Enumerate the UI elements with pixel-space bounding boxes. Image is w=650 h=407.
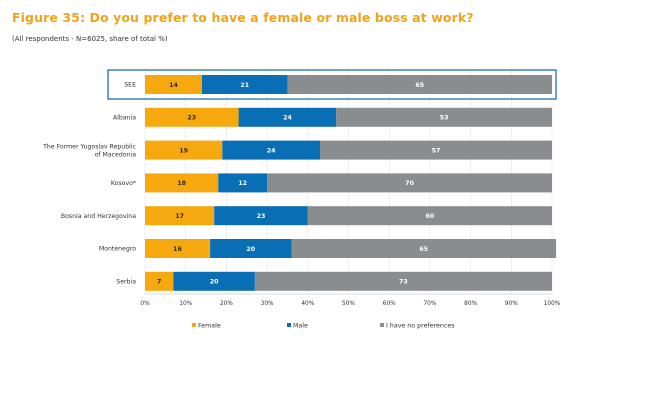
legend-swatch-female [192,323,196,327]
category-label: Kosovo* [111,180,136,187]
bar-segment-male [201,75,288,94]
x-tick-label: 10% [179,301,192,307]
bar-segment-female [145,271,174,291]
bar-segment-female [145,206,215,226]
data-label: 53 [440,115,449,122]
highlight-box [107,69,557,100]
x-tick-label: 70% [423,301,436,307]
bar-segment-no-preference [287,75,552,94]
data-label: 19 [179,147,188,154]
chart-title: Figure 35: Do you prefer to have a femal… [12,10,474,25]
x-tick-label: 40% [301,301,314,307]
data-label: 65 [415,82,424,89]
bar-segment-male [210,239,292,258]
bar-segment-male [173,271,255,291]
category-label: Albania [113,115,136,122]
bar-segment-no-preference [320,140,552,160]
data-label: 17 [175,213,184,220]
category-label: Montenegro [99,246,136,253]
x-tick-label: 100% [544,301,561,307]
x-tick-label: 20% [220,301,233,307]
bar-segment-male [222,140,321,160]
data-label: 24 [267,147,276,154]
legend-label-no-preference: I have no preferences [386,322,455,329]
data-label: 23 [257,213,266,220]
category-label: Serbia [116,279,136,286]
bar-segment-female [145,107,239,127]
data-label: 73 [399,279,408,286]
category-label: SEE [124,82,136,89]
data-label: 21 [240,82,249,89]
category-label: Bosnia and Herzegovina [61,213,136,220]
data-label: 7 [157,279,161,286]
data-label: 65 [419,246,428,253]
data-label: 18 [177,180,186,187]
chart-subtitle: (All respondents - N=6025, share of tota… [12,35,168,43]
x-tick-label: 80% [464,301,477,307]
x-tick-label: 30% [261,301,274,307]
bar-segment-male [218,173,268,193]
x-tick-label: 60% [383,301,396,307]
x-tick-label: 0% [140,301,150,307]
data-label: 20 [246,246,255,253]
bar-segment-no-preference [336,107,552,127]
data-label: 23 [187,115,196,122]
bar-segment-no-preference [267,173,552,193]
data-label: 70 [405,180,414,187]
bar-segment-no-preference [254,271,552,291]
category-label: The Former Yugoslav Republic of Macedonia [42,143,136,158]
legend-label-female: Female [198,322,221,329]
legend-label-male: Male [293,322,308,329]
legend-swatch-no-preference [380,323,384,327]
bar-segment-male [238,107,337,127]
bar-segment-female [145,140,223,160]
data-label: 16 [173,246,182,253]
data-label: 20 [210,279,219,286]
data-label: 60 [426,213,435,220]
bar-segment-female [145,75,202,94]
x-tick-label: 50% [342,301,355,307]
data-label: 57 [432,147,441,154]
bar-segment-no-preference [307,206,552,226]
x-tick-label: 90% [505,301,518,307]
data-label: 24 [283,115,292,122]
legend-swatch-male [287,323,291,327]
bar-segment-female [145,173,219,193]
bar-segment-male [214,206,308,226]
bar-segment-no-preference [291,239,557,258]
bar-segment-female [145,239,211,258]
data-label: 12 [238,180,247,187]
data-label: 14 [169,82,178,89]
